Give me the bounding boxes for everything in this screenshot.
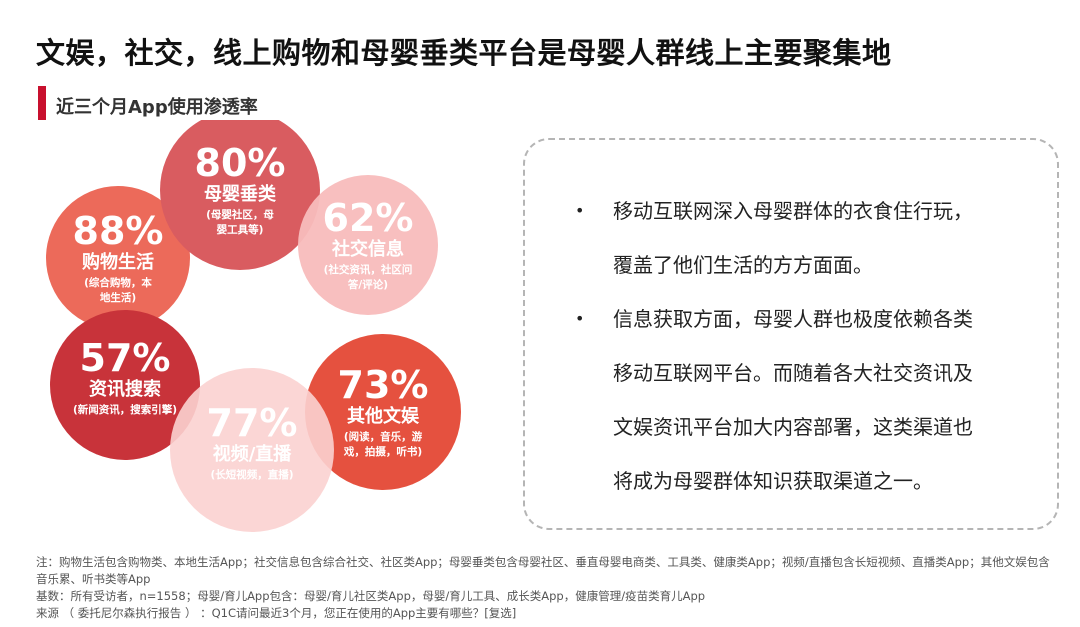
bubble-shopping: 88%购物生活 (综合购物，本地生活) (46, 186, 190, 330)
insight-line: 将成为母婴群体知识获取渠道之一。 (613, 469, 933, 493)
bubble-value-label: 77% (207, 401, 298, 445)
bubble-category-label: 购物生活 (82, 251, 154, 273)
bullet-icon: • (575, 309, 585, 328)
page-title: 文娱，社交，线上购物和母婴垂类平台是母婴人群线上主要聚集地 (36, 36, 892, 70)
insight-line: 移动互联网深入母婴群体的衣食住行玩， (613, 199, 973, 223)
bubble-category-label: 资讯搜索 (89, 378, 161, 400)
bubble-category-label: 社交信息 (332, 238, 404, 260)
bubble-category-label: 母婴垂类 (204, 183, 277, 205)
bubble-note-label: (新闻资讯，搜索引擎) (73, 403, 177, 416)
insight-line: 文娱资讯平台加大内容部署，这类渠道也 (613, 415, 973, 439)
bullet-icon: • (575, 201, 585, 220)
bubble-category-label: 其他文娱 (347, 405, 420, 427)
bubble-note-label: 答/评论) (347, 278, 388, 291)
bubble-note-label: 地生活) (100, 291, 136, 304)
bubble-value-label: 62% (323, 196, 414, 240)
insight-box: • 移动互联网深入母婴群体的衣食住行玩， 覆盖了他们生活的方方面面。 • 信息获取方面，… (523, 138, 1059, 530)
insight-line: 覆盖了他们生活的方方面面。 (613, 253, 873, 277)
bubble-circle (50, 310, 200, 460)
footnote-source: 来源 （ 委托尼尔森执行报告 ） ：Q1C请问最近3个月，您正在使用的App主要… (36, 606, 517, 620)
bubble-category-label: 视频/直播 (213, 443, 293, 465)
bubble-circle (170, 368, 334, 532)
bubble-note-label: (阅读，音乐，游 (344, 430, 423, 443)
bubble-circle (46, 186, 190, 330)
bubble-video: 77%视频/直播 (长短视频，直播) (170, 368, 334, 532)
bubble-note-label: (综合购物，本 (84, 276, 152, 289)
bubble-value-label: 73% (338, 363, 429, 407)
chart-subtitle: 近三个月App使用渗透率 (56, 97, 258, 118)
bubble-value-label: 57% (80, 336, 171, 380)
bubble-note-label: (长短视频，直播) (210, 468, 293, 481)
footnote-base: 基数：所有受访者，n=1558；母婴/育儿App包含：母婴/育儿社区类App，母… (36, 589, 706, 603)
bubble-circle (160, 120, 320, 270)
footnotes: 注：购物生活包含购物类、本地生活App；社交信息包含综合社交、社区类App；母婴… (36, 554, 1051, 622)
bubble-entertainment: 73%其他文娱 (阅读，音乐，游戏，拍摄，听书) (305, 334, 461, 490)
bubble-circle (298, 175, 438, 315)
bubble-circle (305, 334, 461, 490)
subtitle-accent-bar (38, 86, 46, 120)
insight-line: 移动互联网平台。而随着各大社交资讯及 (613, 361, 973, 385)
bubble-value-label: 80% (195, 141, 286, 185)
insight-item: • 信息获取方面，母婴人群也极度依赖各类 移动互联网平台。而随着各大社交资讯及 文娱资… (575, 292, 1015, 508)
bubble-note-label: 戏，拍摄，听书) (343, 445, 422, 458)
insight-item: • 移动互联网深入母婴群体的衣食住行玩， 覆盖了他们生活的方方面面。 (575, 184, 1015, 292)
bubble-note-label: (社交资讯，社区问 (324, 263, 413, 276)
bubble-value-label: 88% (73, 209, 164, 253)
insight-line: 信息获取方面，母婴人群也极度依赖各类 (613, 307, 973, 331)
bubble-note-label: (母婴社区，母 (206, 208, 274, 221)
bubble-note-label: 婴工具等) (217, 223, 264, 236)
bubble-news: 57%资讯搜索 (新闻资讯，搜索引擎) (50, 310, 200, 460)
footnote-note: 注：购物生活包含购物类、本地生活App；社交信息包含综合社交、社区类App；母婴… (36, 555, 1050, 586)
insight-list: • 移动互联网深入母婴群体的衣食住行玩， 覆盖了他们生活的方方面面。 • 信息获取方面，… (575, 184, 1015, 508)
